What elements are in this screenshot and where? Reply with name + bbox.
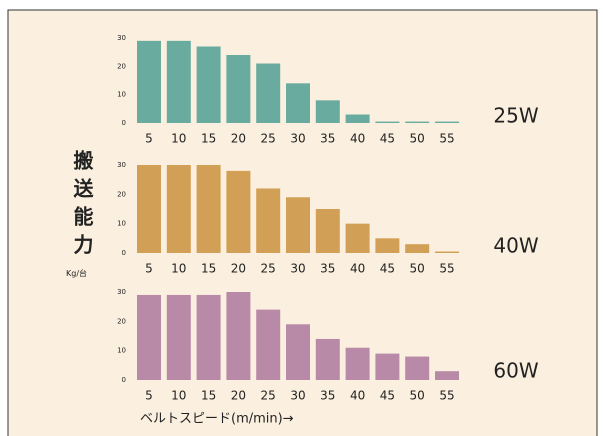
x-tick-label: 5 xyxy=(145,132,153,146)
x-tick-label: 45 xyxy=(380,132,395,146)
x-tick-label: 35 xyxy=(320,132,335,146)
x-tick-label: 30 xyxy=(290,262,305,276)
bar xyxy=(196,165,221,253)
x-tick-label: 25 xyxy=(261,262,276,276)
x-tick-label: 55 xyxy=(439,262,454,276)
y-tick-label: 0 xyxy=(122,249,126,257)
y-tick-label: 30 xyxy=(117,288,126,296)
x-tick-label: 55 xyxy=(439,132,454,146)
bar xyxy=(256,63,281,123)
bar xyxy=(345,223,370,253)
y-tick-label: 30 xyxy=(117,34,126,42)
bar xyxy=(137,40,161,124)
x-tick-label: 5 xyxy=(145,389,153,403)
bar xyxy=(286,324,310,380)
x-tick-label: 25 xyxy=(261,132,276,146)
x-tick-label: 30 xyxy=(290,389,305,403)
bar xyxy=(405,244,430,253)
bar xyxy=(375,353,400,380)
y-tick-label: 20 xyxy=(117,62,126,70)
x-tick-label: 40 xyxy=(350,132,365,146)
x-tick-label: 30 xyxy=(290,132,305,146)
y-axis-unit: Kg/台 xyxy=(66,269,88,278)
bar xyxy=(137,294,161,380)
y-tick-label: 20 xyxy=(117,317,126,325)
bar xyxy=(137,165,161,253)
x-tick-label: 55 xyxy=(439,389,454,403)
bar xyxy=(435,121,459,123)
bar xyxy=(435,251,459,253)
bar xyxy=(196,46,221,123)
bar xyxy=(196,294,221,380)
x-tick-label: 20 xyxy=(231,132,246,146)
bar xyxy=(286,197,310,253)
x-tick-label: 15 xyxy=(201,262,216,276)
bar xyxy=(435,371,459,380)
bar xyxy=(256,309,281,380)
x-tick-label: 10 xyxy=(171,262,186,276)
power-label: 25W xyxy=(493,104,538,128)
bar xyxy=(375,238,400,253)
y-tick-label: 10 xyxy=(117,220,126,228)
x-tick-label: 20 xyxy=(231,389,246,403)
x-tick-label: 10 xyxy=(171,389,186,403)
x-tick-label: 50 xyxy=(410,389,425,403)
x-tick-label: 15 xyxy=(201,389,216,403)
bar xyxy=(405,121,430,123)
bar xyxy=(315,338,340,380)
power-label: 40W xyxy=(493,234,538,258)
y-tick-label: 30 xyxy=(117,161,126,169)
x-tick-label: 25 xyxy=(261,389,276,403)
bar xyxy=(166,165,191,253)
x-tick-label: 35 xyxy=(320,262,335,276)
y-tick-label: 0 xyxy=(122,119,126,127)
x-tick-label: 35 xyxy=(320,389,335,403)
y-tick-label: 0 xyxy=(122,376,126,384)
bar xyxy=(256,188,281,253)
bar xyxy=(226,292,251,380)
x-tick-label: 45 xyxy=(380,389,395,403)
y-tick-label: 20 xyxy=(117,190,126,198)
bar xyxy=(405,356,430,380)
x-tick-label: 50 xyxy=(410,132,425,146)
x-axis-label: ベルトスピード(m/min)→ xyxy=(140,412,294,427)
x-tick-label: 40 xyxy=(350,389,365,403)
bar xyxy=(166,40,191,124)
x-tick-label: 5 xyxy=(145,262,153,276)
y-tick-label: 10 xyxy=(117,91,126,99)
bar xyxy=(226,170,251,253)
bar xyxy=(315,100,340,123)
bar xyxy=(166,294,191,380)
bar xyxy=(345,347,370,380)
bar xyxy=(345,114,370,123)
bar xyxy=(226,55,251,123)
bar xyxy=(375,121,400,123)
y-axis-label: 搬送能力 xyxy=(70,150,94,262)
x-tick-label: 15 xyxy=(201,132,216,146)
x-tick-label: 40 xyxy=(350,262,365,276)
y-tick-label: 10 xyxy=(117,347,126,355)
x-tick-label: 20 xyxy=(231,262,246,276)
bar xyxy=(315,209,340,253)
power-label: 60W xyxy=(493,359,538,383)
bar xyxy=(286,83,310,123)
x-tick-label: 45 xyxy=(380,262,395,276)
x-tick-label: 10 xyxy=(171,132,186,146)
x-tick-label: 50 xyxy=(410,262,425,276)
